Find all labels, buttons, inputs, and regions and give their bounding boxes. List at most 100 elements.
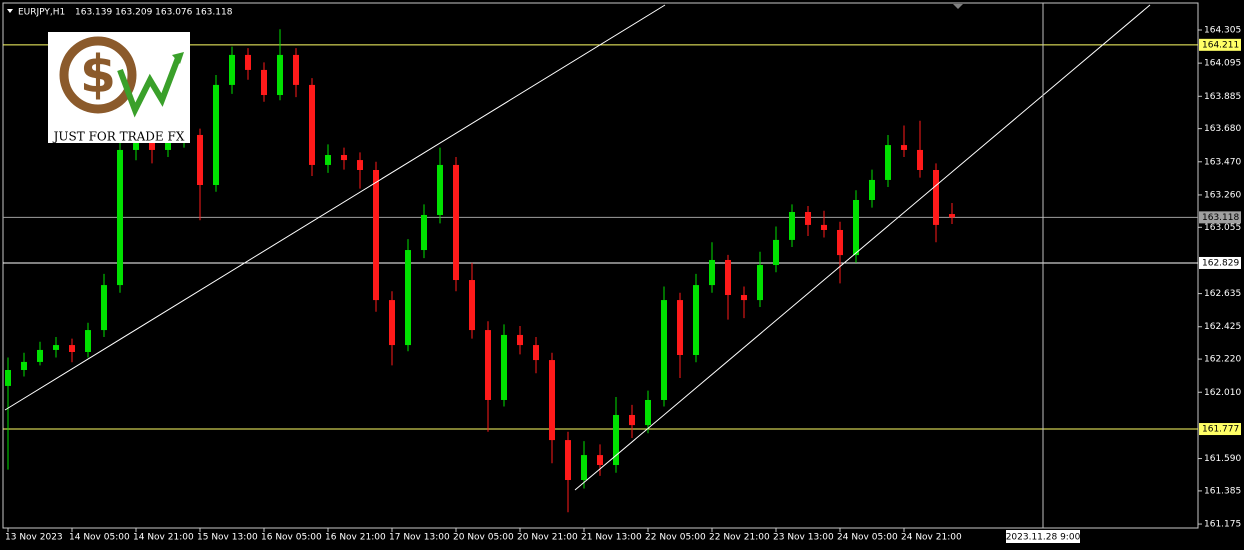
y-tick-label: 163.885 <box>1204 92 1241 102</box>
x-tick-label: 24 Nov 21:00 <box>901 533 962 543</box>
candle-body <box>101 285 107 331</box>
candle-body <box>581 455 587 481</box>
candle-body <box>821 224 827 230</box>
x-tick-label: 24 Nov 05:00 <box>837 533 898 543</box>
candle-body <box>549 360 555 441</box>
candle-body <box>661 300 667 400</box>
candle-body <box>693 285 699 355</box>
candle-body <box>741 295 747 301</box>
x-tick-label: 20 Nov 05:00 <box>453 533 514 543</box>
candle-body <box>261 69 267 96</box>
candle-body <box>597 455 603 466</box>
crosshair-label-bg <box>1006 530 1080 543</box>
candle-body <box>357 160 363 171</box>
x-tick-label: 15 Nov 13:00 <box>197 533 258 543</box>
y-tick-label: 163.260 <box>1204 190 1241 200</box>
candle-body <box>677 300 683 355</box>
y-tick-label: 164.095 <box>1204 59 1241 69</box>
candle-body <box>869 179 875 200</box>
candle-body <box>53 345 59 350</box>
x-tick-label: 21 Nov 13:00 <box>581 533 642 543</box>
level-label: 163.118 <box>1202 213 1239 223</box>
candle-body <box>933 170 939 225</box>
logo-ring <box>59 36 137 114</box>
candle-body <box>325 155 331 165</box>
candle-body <box>149 140 155 150</box>
level-label-bg <box>1199 211 1241 224</box>
candle-body <box>37 349 43 362</box>
candle-body <box>453 164 459 281</box>
candle-body <box>645 399 651 426</box>
title-arrow <box>7 9 13 13</box>
candle-body <box>837 229 843 256</box>
candle-body <box>69 345 75 353</box>
trend-line <box>4 4 666 411</box>
y-tick-label: 161.175 <box>1204 520 1241 530</box>
y-tick-label: 162.220 <box>1204 355 1241 365</box>
x-tick-label: 23 Nov 13:00 <box>773 533 834 543</box>
candle-body <box>613 414 619 466</box>
x-tick-label: 14 Nov 05:00 <box>69 533 130 543</box>
candle-body <box>789 211 795 240</box>
logo-dollar: $ <box>80 45 116 105</box>
level-label: 162.829 <box>1202 258 1239 268</box>
candle-body <box>501 334 507 400</box>
level-label: 161.777 <box>1202 425 1239 435</box>
candle-body <box>773 239 779 266</box>
candle-body <box>805 211 811 225</box>
candle-body <box>5 369 11 386</box>
candle-body <box>629 414 635 426</box>
candle-body <box>197 134 203 185</box>
candle-body <box>949 214 955 218</box>
level-label-bg <box>1199 256 1241 269</box>
y-tick-label: 161.385 <box>1204 486 1241 496</box>
candle-body <box>421 214 427 251</box>
candle-body <box>517 334 523 346</box>
logo-arrow <box>172 52 184 64</box>
x-tick-label: 22 Nov 05:00 <box>645 533 706 543</box>
candle-body <box>341 155 347 161</box>
y-tick-label: 161.590 <box>1204 454 1241 464</box>
candle-body <box>437 164 443 215</box>
x-tick-label: 13 Nov 2023 <box>5 533 63 543</box>
marks-layer <box>3 29 1198 513</box>
y-tick-label: 162.010 <box>1204 388 1241 398</box>
logo: $ JUST FOR TRADE FX <box>48 32 190 144</box>
candle-body <box>117 149 123 286</box>
level-label-bg <box>1199 38 1241 51</box>
candle-body <box>405 250 411 346</box>
crosshair-label: 2023.11.28 9:00 <box>1006 533 1081 543</box>
y-tick-label: 163.470 <box>1204 157 1241 167</box>
candle-body <box>757 265 763 301</box>
y-tick-label: 163.055 <box>1204 223 1241 233</box>
plot-frame <box>2 2 1199 529</box>
candle-body <box>85 330 91 353</box>
x-tick-label: 16 Nov 05:00 <box>261 533 322 543</box>
candle-body <box>885 145 891 180</box>
shift-marker <box>953 4 963 9</box>
y-tick-label: 162.425 <box>1204 322 1241 332</box>
chart-title: EURJPY,H1 <box>18 8 65 18</box>
x-tick-label: 20 Nov 21:00 <box>517 533 578 543</box>
trend-line <box>574 4 1151 491</box>
candle-body <box>917 149 923 171</box>
candle-body <box>565 440 571 481</box>
level-label: 164.211 <box>1202 40 1239 50</box>
candle-body <box>725 259 731 296</box>
level-label-bg <box>1199 423 1241 436</box>
y-tick-label: 164.305 <box>1204 25 1241 35</box>
candle-body <box>165 140 171 150</box>
x-tick-label: 16 Nov 21:00 <box>325 533 386 543</box>
logo-w <box>117 56 181 118</box>
candle-body <box>533 345 539 361</box>
y-tick-label: 162.635 <box>1204 289 1241 299</box>
candle-body <box>213 84 219 185</box>
candle-body <box>853 199 859 256</box>
candle-body <box>229 54 235 85</box>
candle-body <box>293 54 299 85</box>
x-tick-label: 22 Nov 21:00 <box>709 533 770 543</box>
logo-text: JUST FOR TRADE FX <box>52 130 185 144</box>
candle-body <box>469 280 475 331</box>
x-tick-label: 14 Nov 21:00 <box>133 533 194 543</box>
